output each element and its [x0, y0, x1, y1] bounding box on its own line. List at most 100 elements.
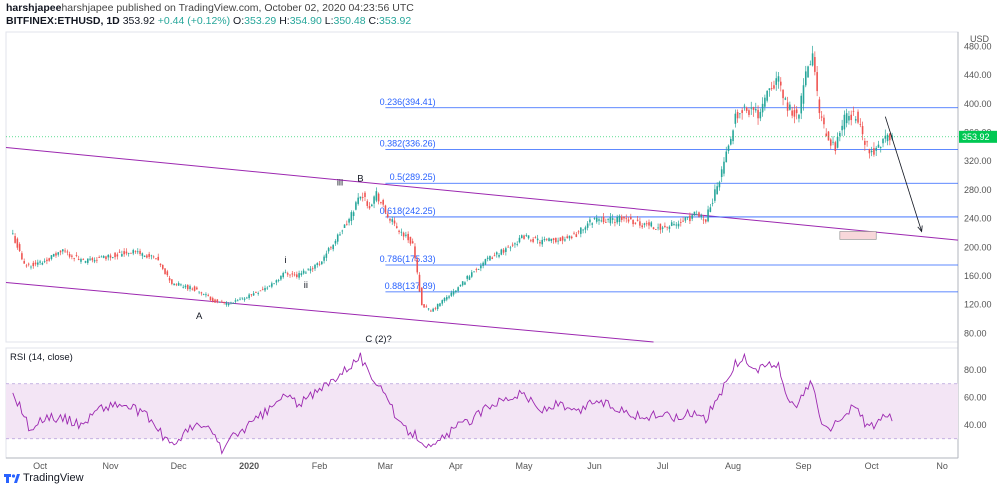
candle-body	[734, 113, 737, 124]
candle-body	[757, 109, 759, 119]
candle-body	[266, 287, 269, 289]
candle-body	[41, 262, 44, 265]
candle-body	[566, 236, 568, 238]
candle-body	[100, 256, 103, 258]
target-zone-box	[839, 231, 877, 240]
tradingview-footer: TradingView	[4, 472, 84, 484]
candle-body	[361, 197, 364, 198]
candle-body	[332, 244, 334, 250]
candle-body	[680, 222, 682, 223]
candle-body	[811, 53, 814, 66]
candle-body	[380, 202, 382, 203]
candle-body	[820, 116, 823, 118]
candle-body	[105, 256, 107, 260]
candle-body	[359, 196, 362, 199]
candle-body	[159, 263, 162, 266]
candle-body	[191, 288, 194, 290]
candle-body	[168, 278, 171, 281]
candle-body	[709, 207, 712, 212]
candle-body	[400, 231, 403, 233]
candle-body	[34, 262, 37, 265]
time-tick-label: May	[516, 461, 534, 471]
candle-body	[375, 191, 378, 201]
candle-body	[252, 293, 255, 296]
candle-body	[296, 274, 298, 277]
last-price: 353.92	[122, 15, 155, 27]
rsi-tick-label: 60.00	[964, 393, 987, 403]
wave-label: i	[284, 255, 286, 266]
candle-body	[498, 254, 500, 257]
candle-body	[804, 71, 807, 86]
candle-body	[686, 217, 689, 218]
candle-body	[75, 255, 78, 256]
candle-body	[641, 225, 643, 228]
candle-body	[134, 251, 137, 253]
candle-body	[670, 222, 673, 226]
candle-body	[609, 216, 612, 224]
candle-body	[64, 250, 66, 252]
candle-body	[495, 252, 498, 255]
symbol-label[interactable]: BITFINEX:ETHUSD, 1D	[6, 15, 120, 27]
candle-body	[93, 260, 96, 262]
candle-body	[764, 97, 766, 107]
candle-body	[80, 259, 82, 262]
candle-body	[439, 303, 441, 307]
price-change: +0.44 (+0.12%)	[157, 15, 231, 27]
candle-body	[430, 310, 432, 312]
author-name[interactable]: harshjapee	[6, 2, 62, 14]
candle-body	[130, 252, 132, 254]
candle-body	[677, 223, 680, 227]
fib-level-label: 0.88(137.89)	[385, 281, 436, 291]
candle-body	[405, 234, 407, 236]
candle-body	[582, 229, 584, 231]
candle-body	[632, 219, 634, 225]
candle-body	[171, 279, 173, 284]
open-value: 353.29	[244, 15, 277, 27]
candle-body	[230, 302, 232, 304]
candle-body	[259, 290, 262, 292]
time-tick-label: Dec	[171, 461, 188, 471]
wave-label: A	[196, 311, 203, 322]
candle-body	[109, 255, 112, 258]
candle-body	[766, 90, 768, 101]
candle-body	[393, 220, 396, 224]
candle-body	[211, 298, 214, 302]
candle-body	[89, 258, 91, 260]
candle-body	[309, 268, 312, 271]
candle-body	[611, 218, 614, 220]
candle-body	[595, 217, 598, 222]
footer-brand[interactable]: TradingView	[23, 472, 84, 484]
candle-body	[754, 109, 757, 111]
candle-body	[534, 237, 537, 238]
candle-body	[107, 254, 110, 258]
candle-body	[573, 232, 575, 234]
candle-body	[189, 286, 191, 290]
candle-body	[707, 209, 709, 222]
candle-body	[786, 102, 789, 111]
currency-label: USD	[970, 34, 990, 44]
candle-body	[520, 235, 523, 239]
candle-body	[793, 110, 796, 117]
candle-body	[532, 238, 534, 242]
candle-body	[666, 226, 668, 228]
candle-body	[155, 258, 157, 260]
candle-body	[339, 234, 341, 236]
candle-body	[364, 192, 366, 197]
price-tick-label: 160.00	[964, 271, 992, 281]
candle-body	[146, 255, 148, 258]
candle-body	[377, 193, 380, 202]
last-price-badge	[959, 130, 997, 143]
candle-body	[843, 114, 846, 130]
candle-body	[418, 274, 421, 292]
candle-body	[691, 215, 693, 219]
candle-body	[186, 284, 189, 290]
candle-body	[473, 271, 475, 273]
candle-body	[86, 258, 89, 263]
candle-body	[655, 229, 657, 230]
last-price-badge-text: 353.92	[962, 132, 990, 142]
candle-body	[536, 238, 539, 241]
candle-body	[779, 81, 782, 86]
candle-body	[614, 222, 616, 223]
candle-body	[239, 298, 241, 300]
